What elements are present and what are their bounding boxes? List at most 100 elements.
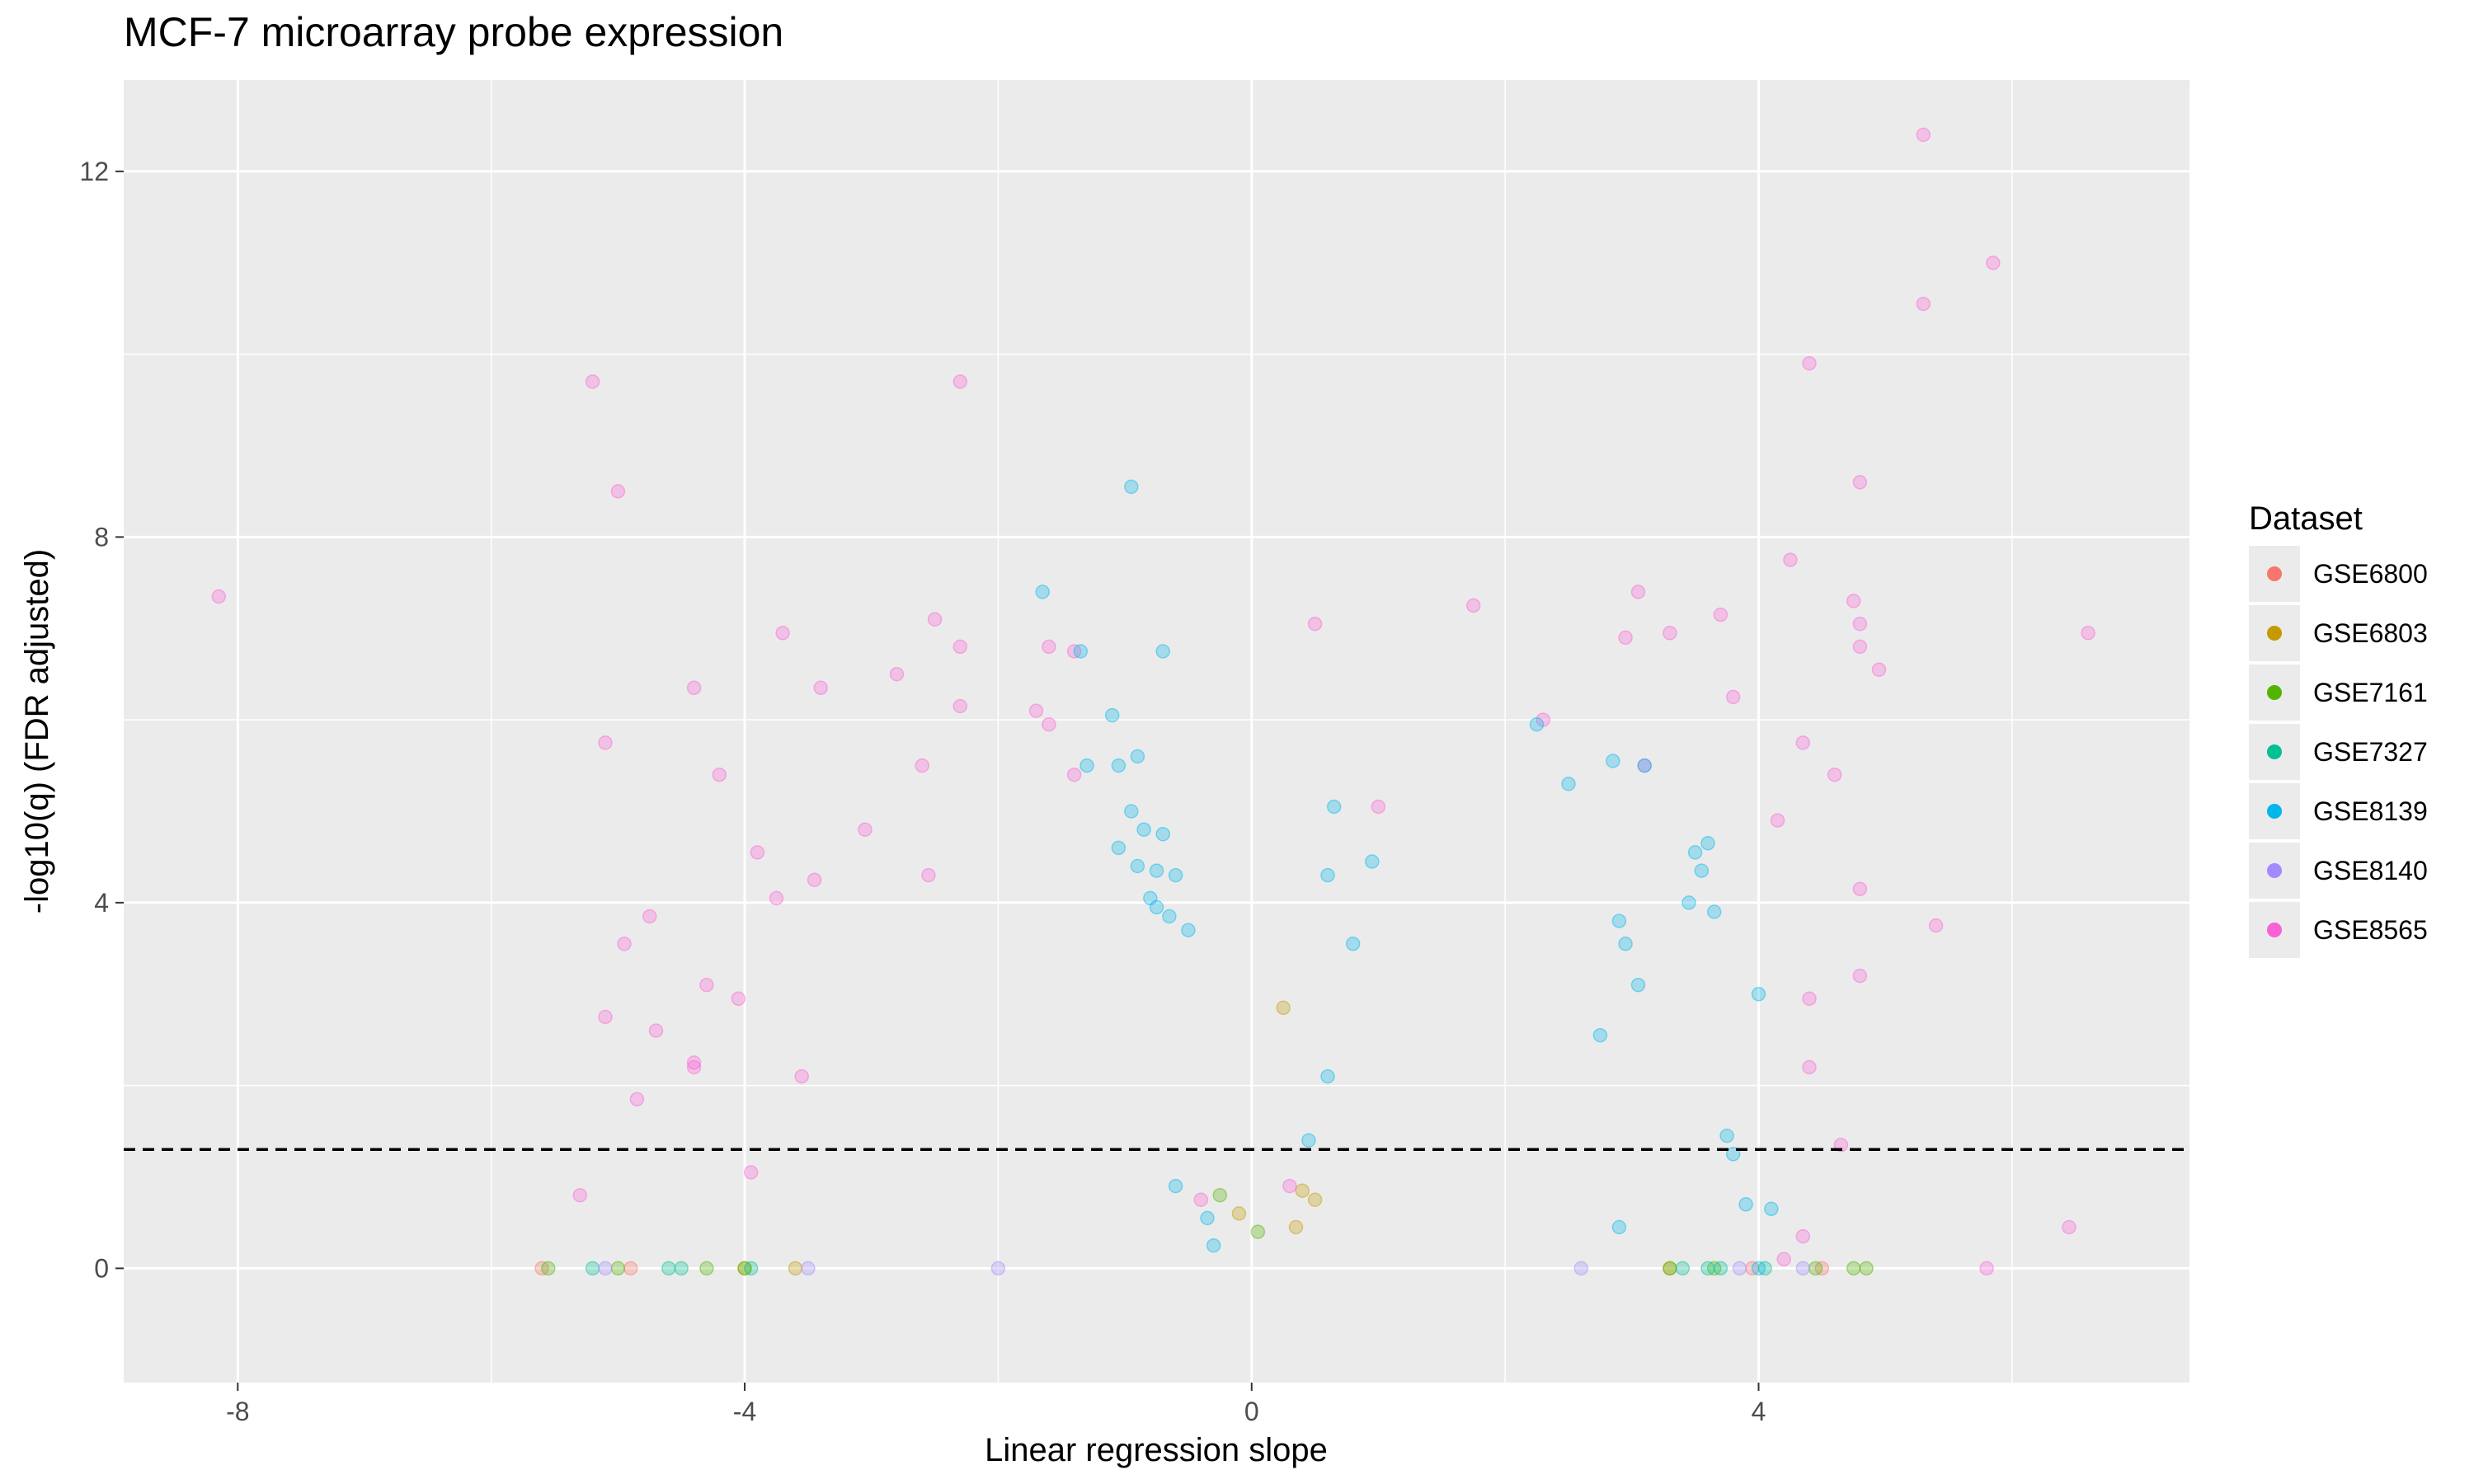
data-point xyxy=(1706,1261,1722,1276)
data-point xyxy=(1783,552,1798,567)
data-point xyxy=(1365,854,1380,869)
data-point xyxy=(1611,1219,1627,1235)
data-point xyxy=(1124,804,1139,819)
data-point xyxy=(1675,1261,1691,1276)
y-axis-title: -log10(q) (FDR adjusted) xyxy=(19,549,55,913)
legend-swatch xyxy=(2267,804,2282,819)
legend-entry-label: GSE8139 xyxy=(2313,796,2428,826)
data-point xyxy=(686,1059,702,1075)
x-axis-title: Linear regression slope xyxy=(985,1432,1328,1468)
data-point xyxy=(1846,594,1861,608)
data-point xyxy=(2081,626,2095,641)
data-point xyxy=(807,872,822,887)
data-point xyxy=(1561,777,1576,791)
data-point xyxy=(1181,923,1196,937)
data-point xyxy=(1618,630,1633,646)
data-point xyxy=(1079,758,1094,773)
data-point xyxy=(1111,840,1126,856)
data-point xyxy=(1916,296,1931,312)
x-tick-label: 4 xyxy=(1752,1397,1766,1426)
data-point xyxy=(1465,598,1481,613)
data-point xyxy=(1687,845,1703,860)
data-point xyxy=(788,1261,803,1276)
chart-title: MCF-7 microarray probe expression xyxy=(124,9,784,55)
data-point xyxy=(1795,735,1811,750)
data-point xyxy=(1738,1197,1753,1212)
data-point xyxy=(585,1261,600,1276)
data-point xyxy=(686,1055,702,1070)
data-point xyxy=(1852,616,1868,632)
legend-swatch xyxy=(2267,744,2282,759)
data-point xyxy=(610,484,626,499)
plot-panel xyxy=(124,80,2189,1383)
data-point xyxy=(1663,1261,1677,1276)
data-point xyxy=(1130,858,1145,874)
data-point xyxy=(1713,607,1729,622)
data-point xyxy=(1637,758,1652,773)
data-point xyxy=(1573,1261,1589,1276)
data-point xyxy=(686,680,702,696)
data-point xyxy=(1663,626,1677,641)
legend-entry-label: GSE6803 xyxy=(2313,618,2428,648)
data-point xyxy=(1795,1261,1811,1276)
data-point xyxy=(1846,1261,1861,1276)
data-point xyxy=(1751,987,1766,1002)
data-point xyxy=(1719,1128,1734,1144)
data-point xyxy=(1871,662,1887,677)
data-point xyxy=(699,977,714,993)
data-point xyxy=(699,1261,714,1276)
data-point xyxy=(1681,895,1696,910)
data-point xyxy=(1795,1228,1811,1244)
data-point xyxy=(1852,639,1868,655)
data-point xyxy=(794,1068,809,1084)
data-point xyxy=(712,767,727,782)
data-point xyxy=(642,909,657,924)
data-point xyxy=(1042,716,1056,732)
data-point xyxy=(1276,1000,1291,1016)
data-point xyxy=(1630,977,1646,993)
data-point xyxy=(1193,1192,1209,1207)
data-point xyxy=(737,1261,752,1276)
data-point xyxy=(1928,918,1944,933)
data-point xyxy=(1618,937,1633,951)
data-point xyxy=(648,1023,664,1038)
data-point xyxy=(769,890,784,906)
data-point xyxy=(1852,475,1868,490)
data-point xyxy=(1231,1206,1247,1221)
data-point xyxy=(1162,909,1177,924)
data-point xyxy=(674,1261,689,1276)
data-point xyxy=(731,991,746,1007)
data-point xyxy=(1745,1261,1760,1276)
data-point xyxy=(1606,754,1620,768)
legend-entry-label: GSE7327 xyxy=(2313,737,2428,767)
legend-swatch xyxy=(2267,685,2282,700)
x-tick-label: -4 xyxy=(733,1397,756,1426)
data-point xyxy=(1288,1219,1304,1235)
data-point xyxy=(1916,127,1931,143)
legend-swatch xyxy=(2267,923,2282,937)
data-point xyxy=(1852,968,1868,984)
data-point xyxy=(1611,913,1627,928)
data-point xyxy=(743,1261,759,1276)
data-point xyxy=(1155,826,1170,842)
legend-swatch xyxy=(2267,626,2282,641)
data-point xyxy=(1250,1224,1266,1239)
data-point xyxy=(750,845,765,860)
data-point xyxy=(1827,767,1842,782)
y-tick-label: 0 xyxy=(94,1253,109,1283)
data-point xyxy=(915,758,929,773)
data-point xyxy=(1529,716,1545,732)
data-point xyxy=(921,867,936,883)
data-point xyxy=(572,1187,588,1203)
data-point xyxy=(743,1165,759,1180)
data-point xyxy=(1700,836,1715,851)
data-point xyxy=(1732,1261,1747,1276)
legend-entry-label: GSE7161 xyxy=(2313,678,2428,707)
data-points xyxy=(211,127,2095,1276)
data-point xyxy=(1859,1261,1874,1276)
data-point xyxy=(2062,1219,2077,1235)
data-point xyxy=(541,1261,556,1276)
data-point xyxy=(1149,899,1164,915)
x-tick-label: 0 xyxy=(1244,1397,1259,1426)
data-point xyxy=(598,735,613,750)
